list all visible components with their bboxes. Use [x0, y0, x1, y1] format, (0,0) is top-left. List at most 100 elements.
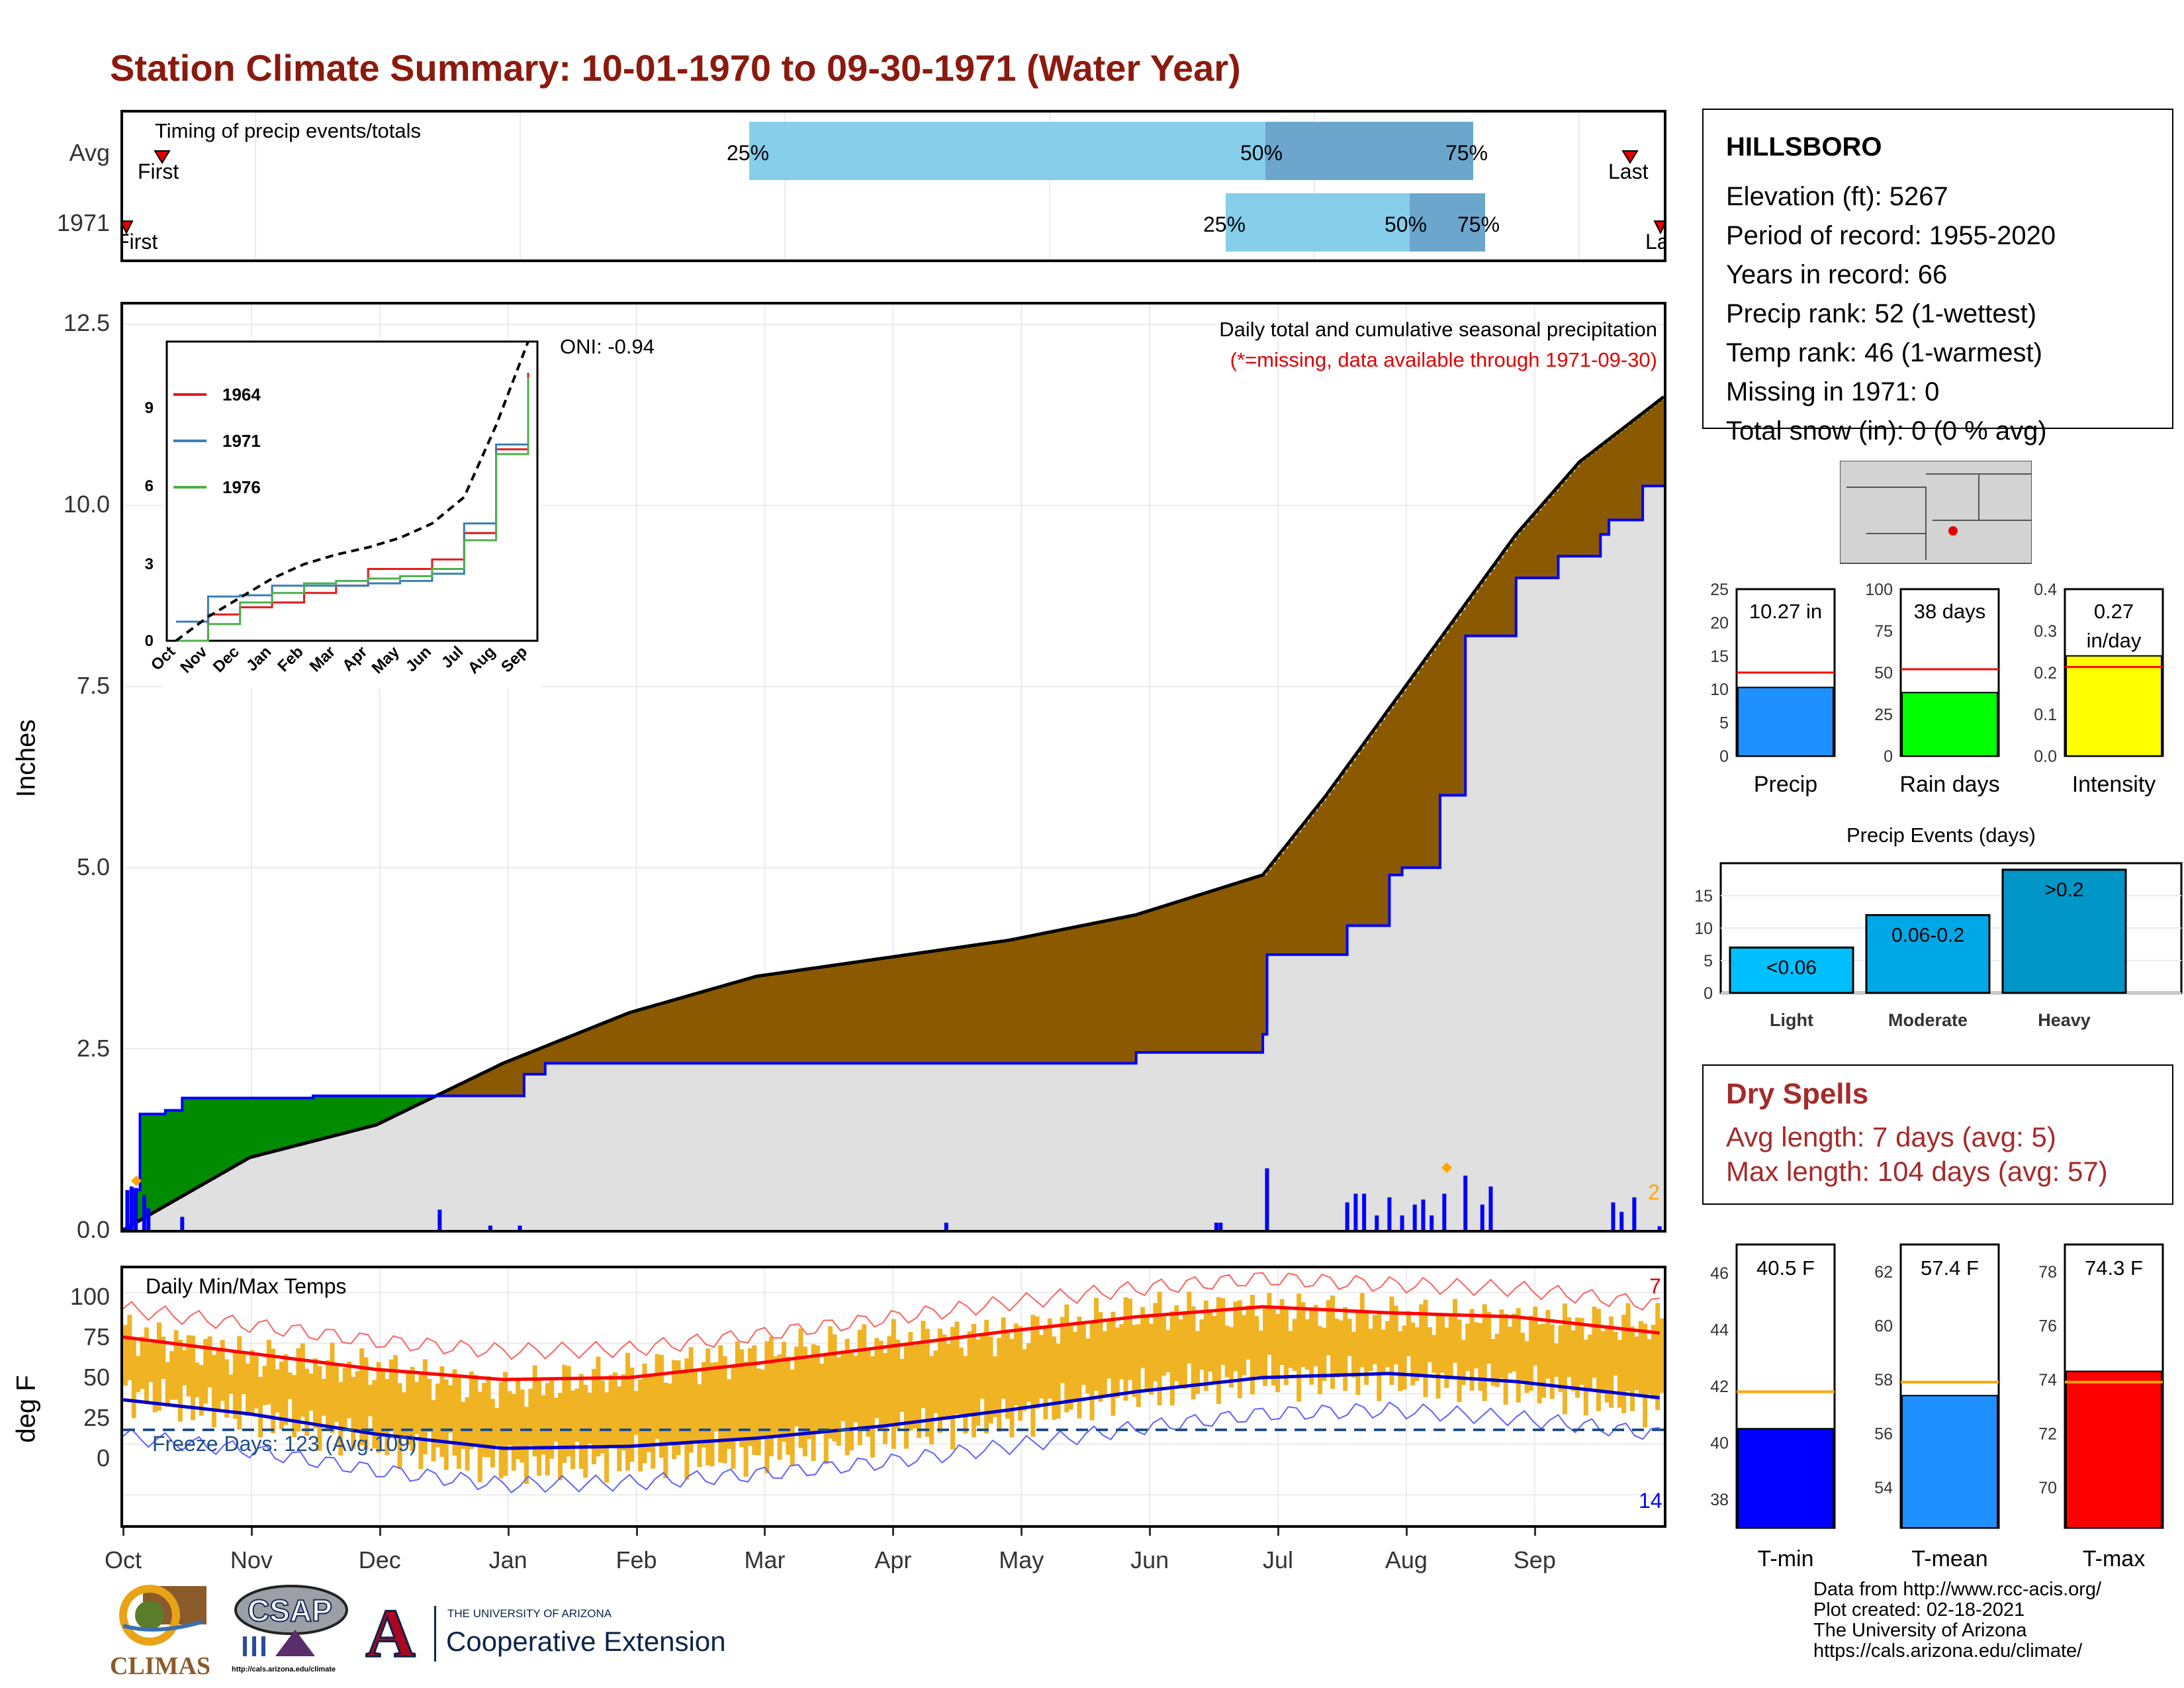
- precip-ytick-2.5: 2.5: [76, 1035, 110, 1062]
- month-tick: [1149, 1528, 1152, 1536]
- daily-temp-bar: [976, 1339, 981, 1426]
- mini-bar-rain-days: [1901, 692, 1998, 757]
- daily-temp-bar: [1043, 1328, 1048, 1420]
- daily-temp-bar: [1052, 1336, 1057, 1420]
- daily-temp-bar: [739, 1349, 745, 1448]
- daily-temp-bar: [494, 1407, 500, 1446]
- daily-temp-bar: [195, 1362, 200, 1397]
- daily-temp-bar: [992, 1356, 997, 1417]
- events-bar: [1729, 946, 1854, 994]
- daily-temp-bar: [891, 1319, 896, 1449]
- daily-temp-bar: [1562, 1303, 1567, 1415]
- daily-temp-bar: [520, 1389, 525, 1463]
- daily-temp-bar: [773, 1356, 778, 1435]
- inset-ytick-3: 3: [145, 555, 154, 573]
- daily-temp-bar: [1047, 1318, 1052, 1399]
- daily-temp-bar: [807, 1358, 812, 1439]
- precip-avg-line: [122, 395, 1665, 1232]
- temp-ytick-100: 100: [69, 1283, 110, 1310]
- daily-precip-bar: [142, 1195, 146, 1230]
- daily-temp-bar: [140, 1336, 145, 1389]
- daily-temp-bar: [701, 1362, 706, 1448]
- daily-temp-bar: [131, 1340, 136, 1419]
- mini-bar-tick: 25: [1874, 706, 1893, 724]
- daily-temp-bar: [477, 1391, 482, 1482]
- daily-temp-bar: [182, 1350, 187, 1385]
- daily-temp-bar: [1258, 1331, 1263, 1380]
- daily-temp-bar: [836, 1357, 841, 1446]
- daily-temp-bar: [1187, 1291, 1192, 1364]
- month-label: Oct: [104, 1546, 142, 1573]
- mini-bar-tick: 0: [1719, 747, 1729, 766]
- daily-temp-bar: [841, 1350, 846, 1421]
- daily-temp-bar: [1178, 1319, 1183, 1389]
- daily-temp-bar: [768, 1336, 774, 1456]
- daily-temp-bar: [1625, 1303, 1631, 1391]
- daily-temp-bar: [228, 1374, 234, 1394]
- daily-temp-bar: [1263, 1307, 1268, 1387]
- daily-temp-bar: [895, 1339, 901, 1429]
- daily-temp-bar: [431, 1400, 436, 1462]
- daily-temp-bar: [1140, 1307, 1146, 1368]
- precip-annotation-missing: (*=missing, data available through 1971-…: [1230, 348, 1657, 371]
- daily-temp-bar: [625, 1352, 630, 1471]
- station-period: Period of record: 1955-2020: [1726, 221, 2056, 250]
- daily-temp-bar: [672, 1360, 677, 1460]
- daily-temp-bar: [1604, 1327, 1610, 1403]
- daily-temp-bar: [794, 1346, 799, 1427]
- daily-temp-bar: [1647, 1339, 1652, 1395]
- daily-temp-bar: [326, 1360, 331, 1431]
- daily-temp-bar: [988, 1336, 993, 1424]
- daily-temp-bar: [381, 1371, 386, 1435]
- daily-temp-bar: [313, 1358, 318, 1429]
- daily-temp-bar: [899, 1358, 905, 1412]
- daily-temp-bar: [1575, 1317, 1580, 1398]
- csap-cloud-icon: [234, 1585, 348, 1656]
- daily-temp-bar: [777, 1354, 782, 1460]
- inset-series-line: [176, 394, 529, 623]
- daily-temp-bar: [680, 1372, 685, 1446]
- daily-temp-bar: [1081, 1323, 1086, 1385]
- daily-temp-bar: [651, 1376, 656, 1469]
- daily-temp-bar: [1191, 1306, 1196, 1400]
- daily-temp-bar: [1520, 1333, 1525, 1381]
- daily-temp-bar: [1297, 1293, 1302, 1402]
- footer-source: Data from http://www.rcc-acis.org/: [1813, 1579, 2102, 1600]
- daily-temp-bar: [722, 1356, 727, 1464]
- daily-temp-bar: [1609, 1316, 1614, 1408]
- month-label: Aug: [1385, 1546, 1428, 1573]
- daily-precip-bar: [1488, 1186, 1493, 1230]
- daily-temp-bar: [1157, 1291, 1162, 1406]
- daily-temp-bar: [1254, 1316, 1259, 1377]
- daily-temp-bar: [942, 1334, 947, 1420]
- daily-temp-bar: [1655, 1303, 1661, 1411]
- mini-bar-label: Precip: [1754, 772, 1817, 797]
- daily-temp-bar: [798, 1328, 803, 1448]
- daily-temp-bar: [456, 1375, 461, 1469]
- temp-bar-charts: 40.5 F 46 44 42 40 38 T-min 57.4 F 62 60 58 56 54 T-m…: [1710, 1243, 2164, 1571]
- daily-temp-bar: [1423, 1299, 1428, 1397]
- daily-temp-bar: [1613, 1332, 1618, 1376]
- yr-pct-50: 50%: [1385, 212, 1427, 236]
- daily-temp-bar: [828, 1326, 833, 1439]
- temp-panel: Daily Min/Max Temps Freeze Days: 123 (Av…: [120, 1266, 1666, 1528]
- precip-ytick-12.5: 12.5: [63, 309, 110, 336]
- mini-bar-value: 10.27 in: [1749, 600, 1822, 623]
- daily-temp-bar: [1393, 1305, 1398, 1365]
- precip-annotation-title: Daily total and cumulative seasonal prec…: [1219, 318, 1657, 341]
- daily-temp-bar: [1153, 1303, 1158, 1382]
- daily-temp-bar: [596, 1356, 601, 1457]
- daily-temp-bar: [443, 1380, 449, 1470]
- daily-temp-bar: [1309, 1309, 1314, 1385]
- climas-text: CLIMAS: [110, 1652, 211, 1680]
- daily-temp-bar: [1039, 1335, 1044, 1399]
- daily-temp-bar: [1516, 1308, 1521, 1403]
- daily-precip-bar: [180, 1217, 185, 1230]
- mini-bar-unit: in/day: [2087, 629, 2142, 652]
- daily-temp-bar: [1545, 1310, 1551, 1379]
- daily-temp-bar: [427, 1379, 432, 1432]
- mini-bar-tick: 100: [1865, 583, 1893, 599]
- daily-temp-bar: [469, 1371, 474, 1449]
- daily-temp-bar: [549, 1379, 555, 1459]
- daily-temp-bar: [232, 1352, 238, 1419]
